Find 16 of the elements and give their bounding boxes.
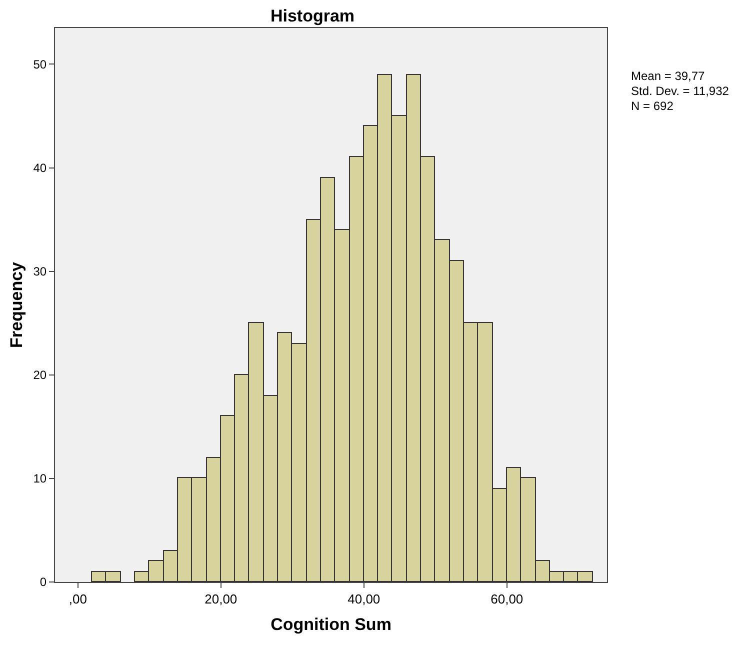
y-tick-label: 0: [40, 575, 47, 590]
y-tick-label: 30: [33, 264, 47, 279]
y-tick-label: 20: [33, 368, 47, 382]
text: Std. Dev. = 11,932: [631, 84, 730, 98]
x-tick-label: 40,00: [348, 592, 380, 607]
chart-title: Histogram: [270, 6, 355, 26]
text: N = 692: [631, 99, 674, 113]
x-tick-label: ,00: [68, 592, 87, 607]
x-tick-label: 60,00: [490, 592, 524, 607]
y-axis-title: Frequency: [6, 261, 26, 348]
x-tick-label: 20,00: [204, 592, 238, 607]
y-tick-label: 40: [33, 160, 47, 175]
y-tick-label: 50: [33, 57, 47, 72]
y-tick-label: 10: [33, 472, 47, 486]
x-axis-title: Cognition Sum: [270, 615, 392, 634]
text: Mean = 39,77: [631, 69, 706, 83]
